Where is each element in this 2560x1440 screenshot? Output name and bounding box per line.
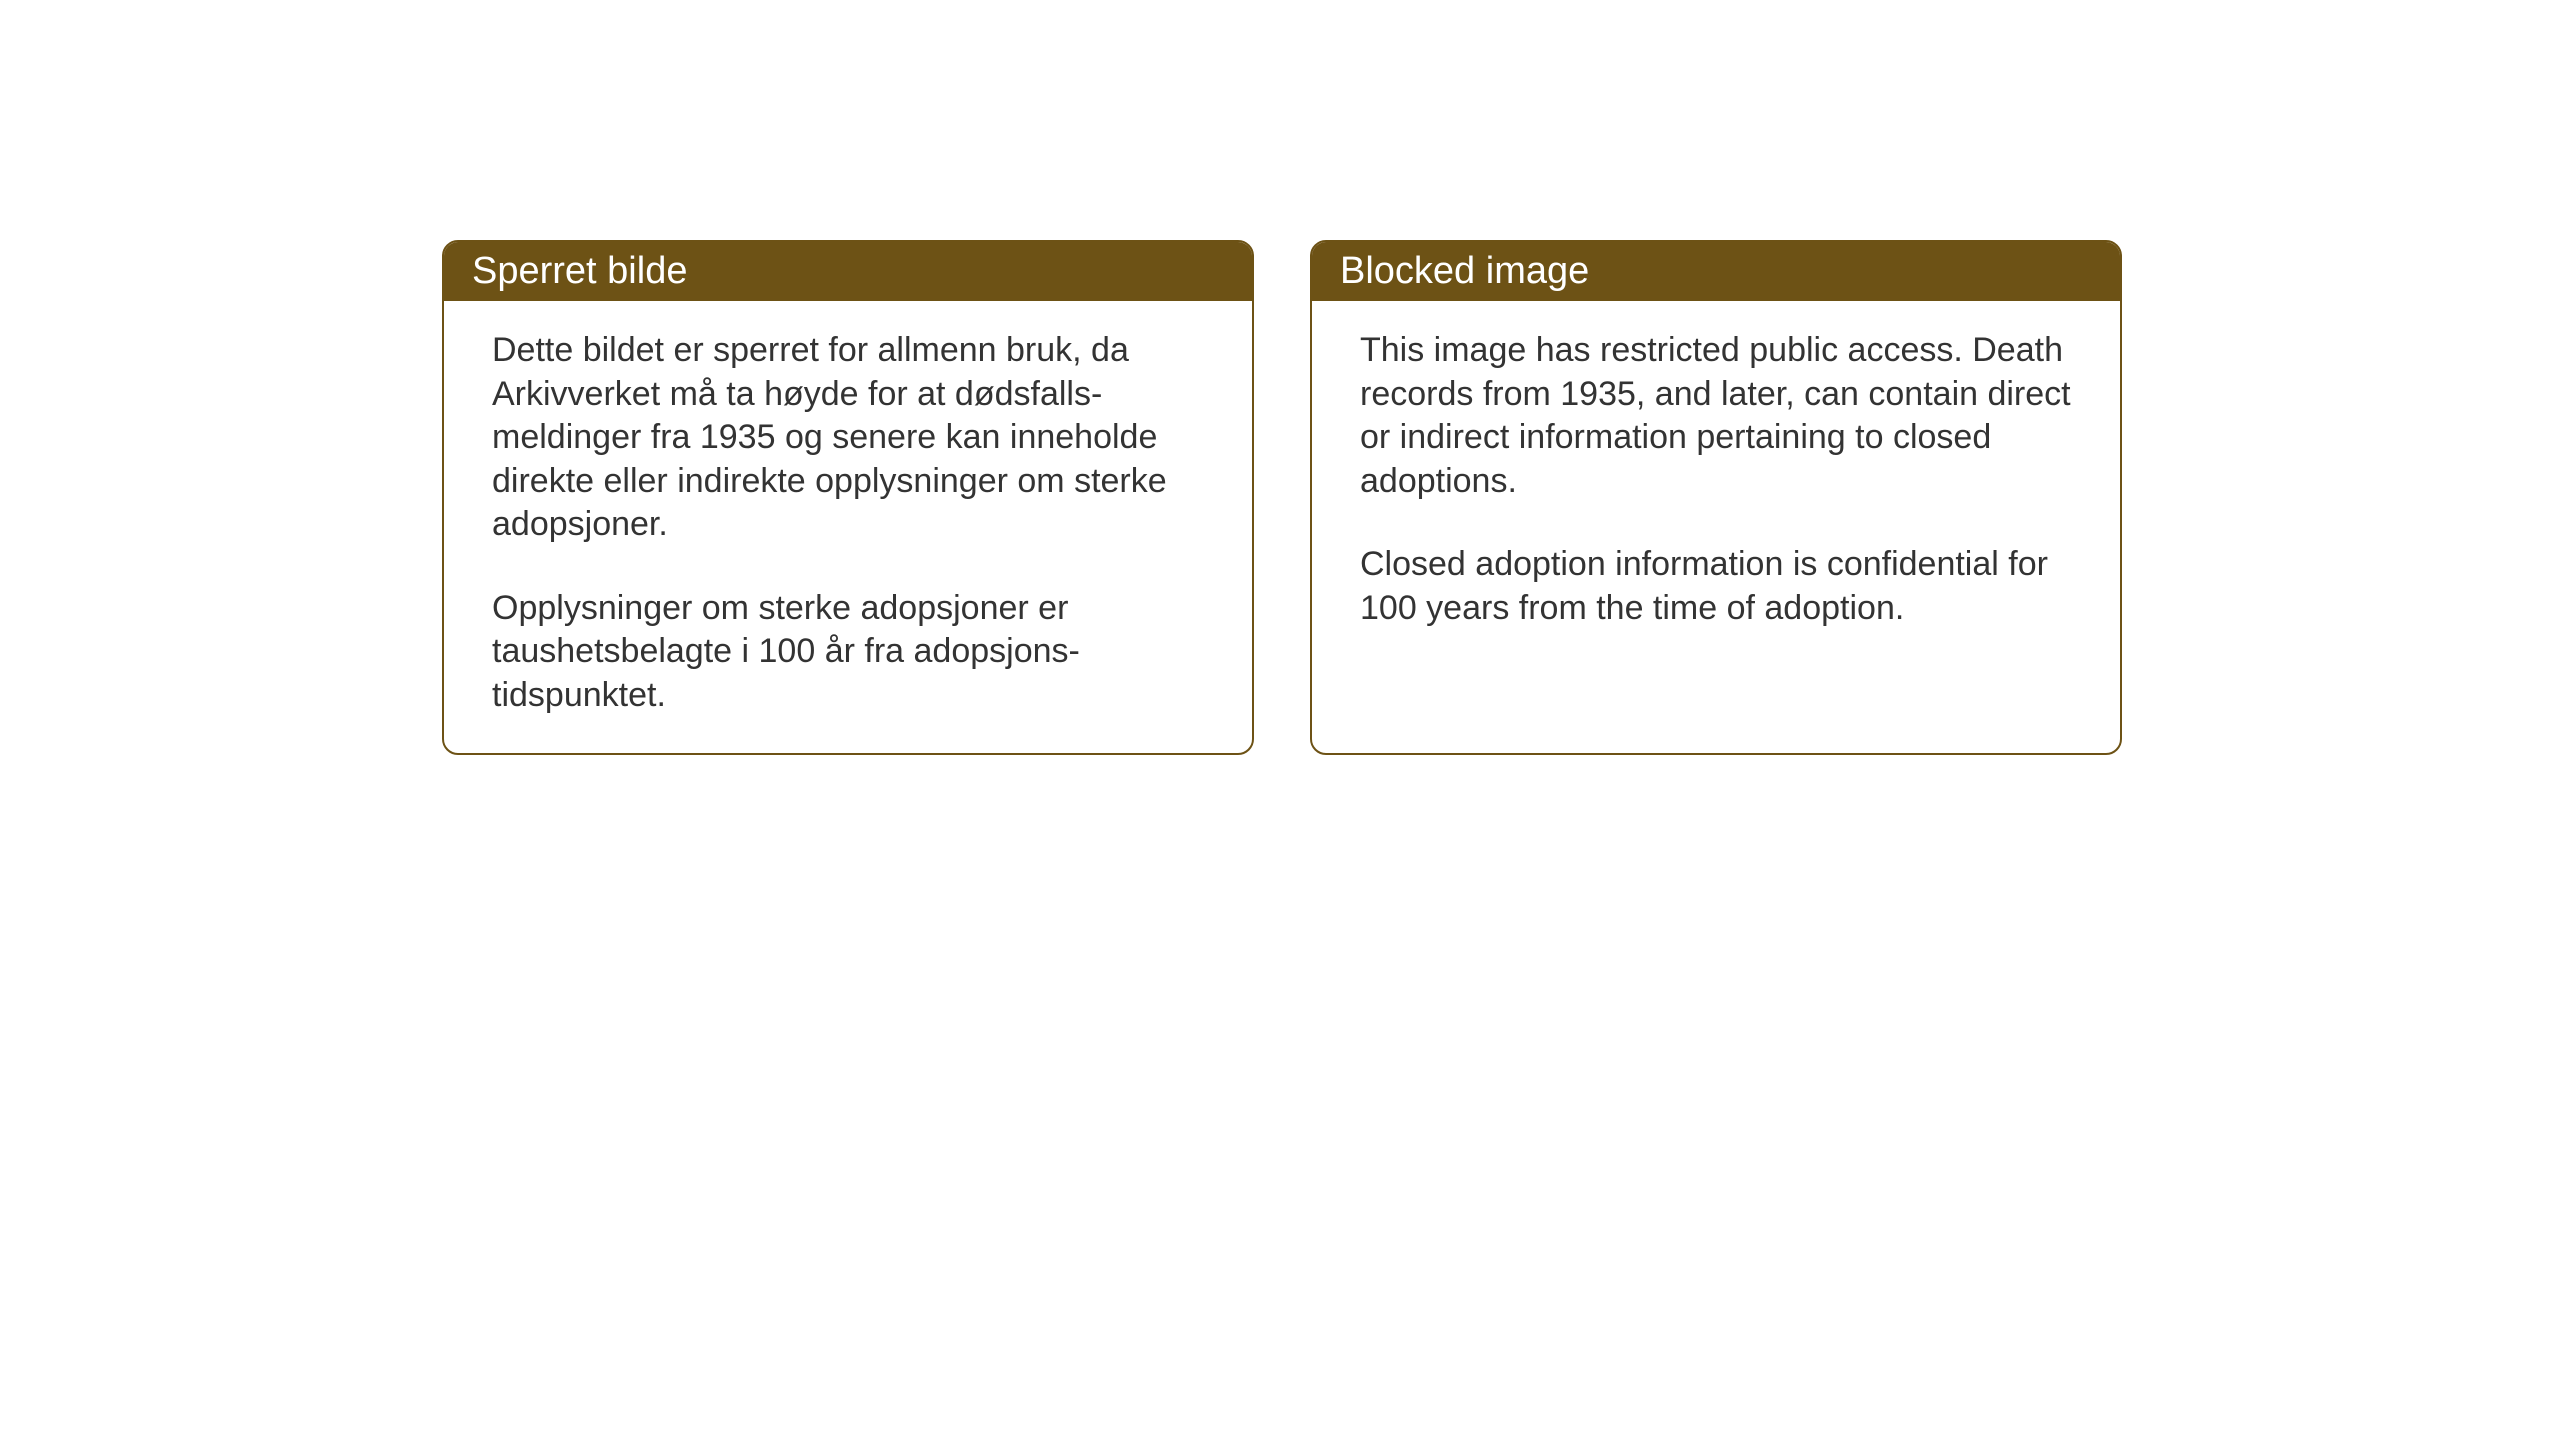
norwegian-paragraph-2: Opplysninger om sterke adopsjoner er tau…: [492, 587, 1204, 718]
notice-container: Sperret bilde Dette bildet er sperret fo…: [442, 240, 2122, 755]
norwegian-paragraph-1: Dette bildet er sperret for allmenn bruk…: [492, 329, 1204, 547]
english-card-title: Blocked image: [1312, 242, 2120, 301]
english-paragraph-1: This image has restricted public access.…: [1360, 329, 2072, 503]
norwegian-notice-card: Sperret bilde Dette bildet er sperret fo…: [442, 240, 1254, 755]
english-notice-card: Blocked image This image has restricted …: [1310, 240, 2122, 755]
norwegian-card-body: Dette bildet er sperret for allmenn bruk…: [444, 301, 1252, 753]
english-paragraph-2: Closed adoption information is confident…: [1360, 543, 2072, 630]
norwegian-card-title: Sperret bilde: [444, 242, 1252, 301]
english-card-body: This image has restricted public access.…: [1312, 301, 2120, 741]
